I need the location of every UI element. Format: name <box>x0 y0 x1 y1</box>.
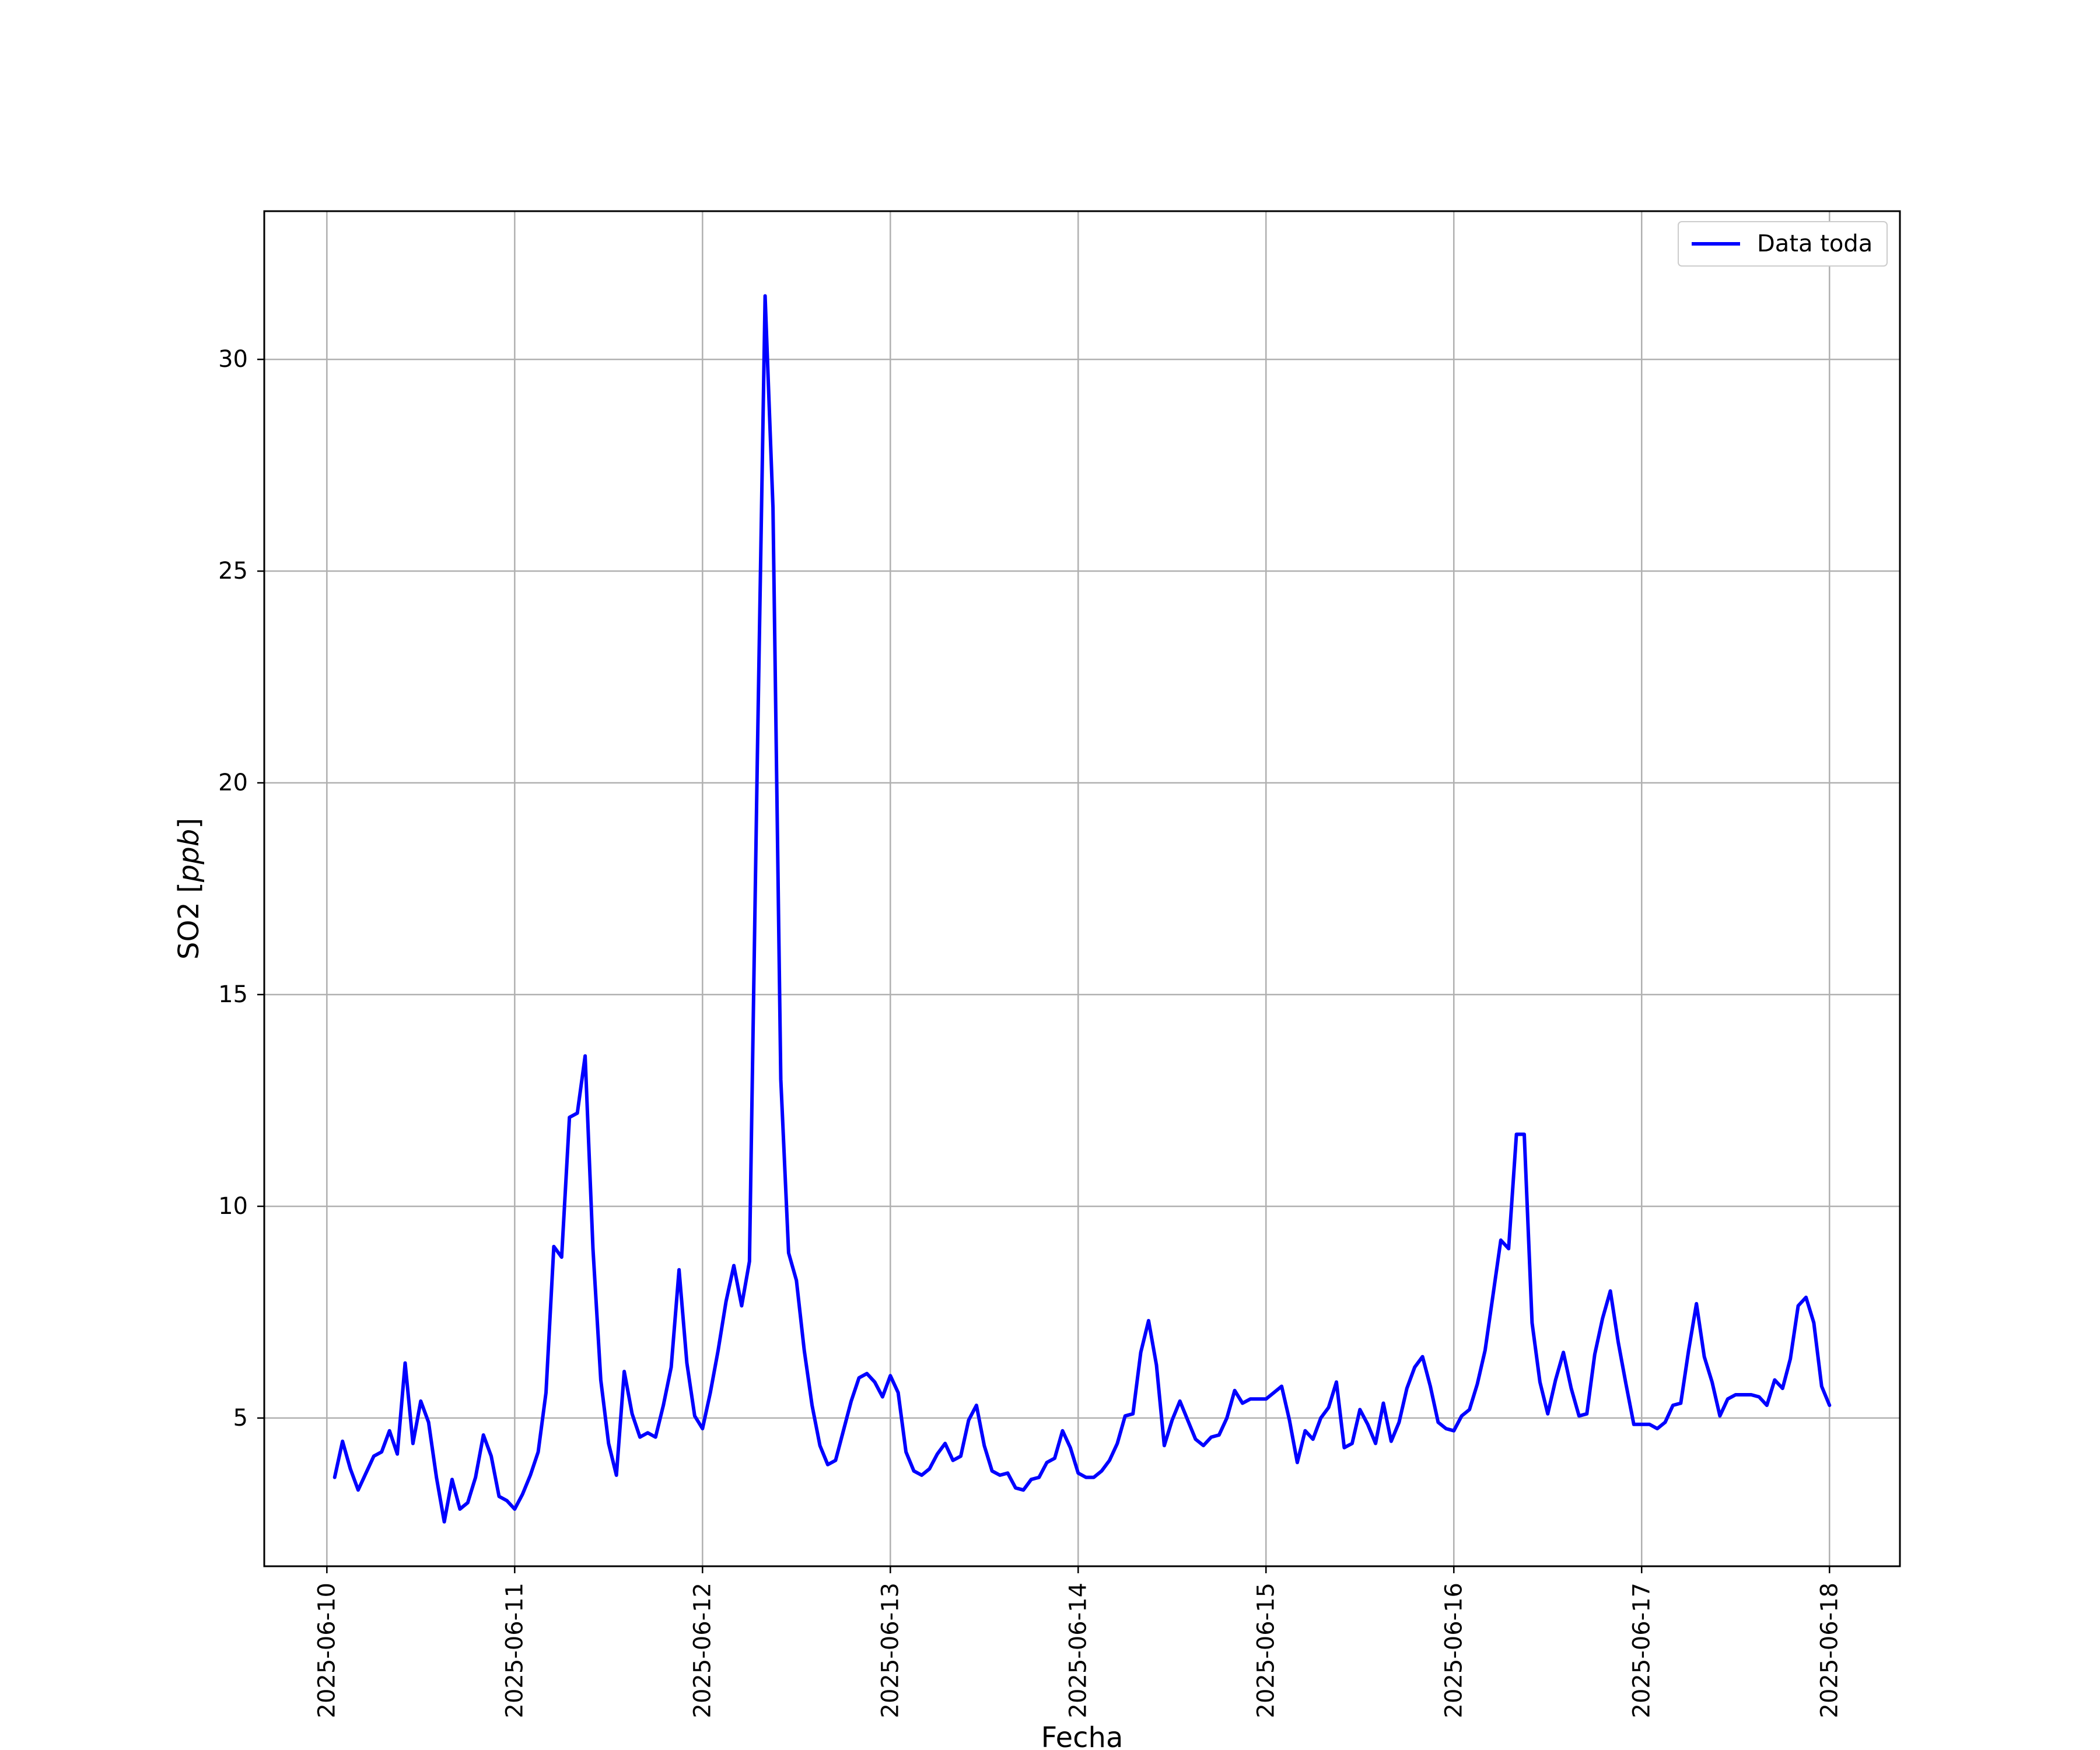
series-line <box>332 294 1832 1524</box>
legend: Data toda <box>1678 221 1888 267</box>
y-tick-label: 20 <box>218 769 248 796</box>
x-tick-label: 2025-06-12 <box>689 1583 716 1718</box>
legend-box <box>1678 221 1888 267</box>
y-tick-label: 5 <box>233 1405 248 1432</box>
x-tick-label: 2025-06-16 <box>1440 1583 1467 1718</box>
y-tick-label: 10 <box>218 1193 248 1220</box>
legend-label: Data toda <box>1757 230 1873 257</box>
y-tick-label: 30 <box>218 346 248 373</box>
y-axis-title-suffix: ] <box>173 818 205 829</box>
ticks <box>257 358 1831 1573</box>
y-axis-title-prefix: SO2 [ <box>173 882 205 960</box>
y-axis-title-unit: ppb <box>173 829 205 883</box>
y-axis-title: SO2 [ppb] <box>173 818 205 960</box>
y-tick-labels: 5 10 15 20 25 30 <box>218 346 248 1432</box>
x-tick-label: 2025-06-10 <box>313 1583 340 1718</box>
grid <box>264 211 1900 1566</box>
x-tick-label: 2025-06-11 <box>501 1583 528 1718</box>
x-axis-title: Fecha <box>1041 1721 1124 1750</box>
x-tick-labels: 2025-06-10 2025-06-11 2025-06-12 2025-06-13… <box>313 1583 1843 1718</box>
plot-area-frame <box>263 210 1901 1567</box>
x-tick-label: 2025-06-18 <box>1816 1583 1843 1718</box>
y-tick-label: 15 <box>218 981 248 1008</box>
x-tick-label: 2025-06-15 <box>1252 1583 1279 1718</box>
x-tick-label: 2025-06-14 <box>1065 1583 1091 1718</box>
y-tick-label: 25 <box>218 558 248 584</box>
x-tick-label: 2025-06-13 <box>877 1583 904 1718</box>
series-layer <box>332 294 1832 1524</box>
x-tick-label: 2025-06-17 <box>1628 1583 1655 1718</box>
